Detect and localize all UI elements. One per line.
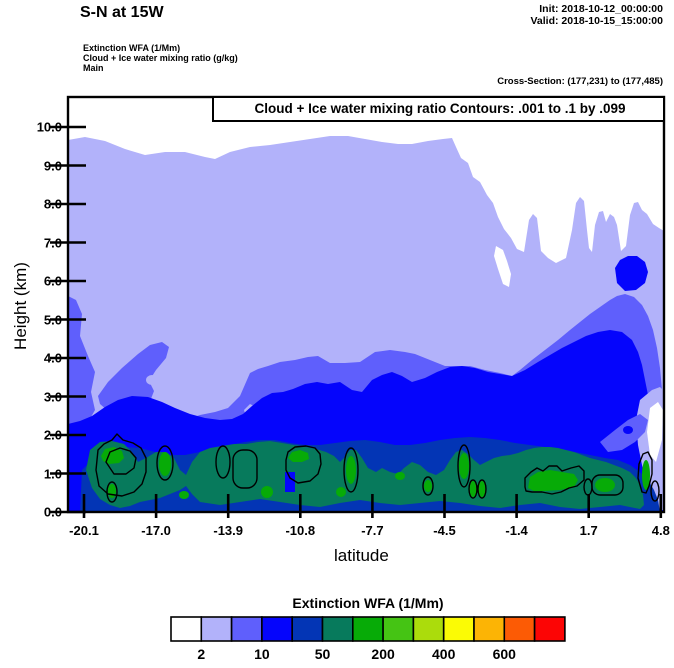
extinction-band-50-100-cores xyxy=(101,447,650,499)
x-tick-label: -1.4 xyxy=(505,523,528,538)
colorbar-swatch xyxy=(170,616,203,642)
x-tick-label: 1.7 xyxy=(579,523,598,538)
y-axis-ticks xyxy=(50,125,86,514)
x-tick-label: -17.0 xyxy=(141,523,171,538)
colorbar-boundary-label: 2 xyxy=(197,646,206,662)
x-axis-ticks xyxy=(82,494,663,518)
colorbar-swatch xyxy=(261,616,293,642)
x-tick-label: -7.7 xyxy=(361,523,384,538)
colorbar-boundary-label: 200 xyxy=(371,646,395,662)
y-tick-label: 4.0 xyxy=(43,350,62,366)
y-tick-label: 2.0 xyxy=(43,427,62,443)
y-tick-label: 10.0 xyxy=(36,119,62,135)
y-tick-label: 3.0 xyxy=(43,389,62,404)
colorbar-boundary-label: 50 xyxy=(314,646,331,662)
right-violet-streak xyxy=(600,414,648,452)
y-tick-label: 1.0 xyxy=(43,466,62,481)
colorbar-swatch xyxy=(230,616,263,642)
y-tick-label: 6.0 xyxy=(43,273,62,289)
x-tick-label: 4.8 xyxy=(651,523,670,538)
colorbar-swatch xyxy=(351,616,384,642)
valid-time-label: Valid: 2018-10-15_15:00:00 xyxy=(530,15,663,27)
x-tick-label: -13.9 xyxy=(213,523,243,538)
colorbar-title: Extinction WFA (1/Mm) xyxy=(292,595,444,611)
y-tick-label: 9.0 xyxy=(43,158,62,173)
elevated-blue-core xyxy=(615,256,648,291)
y-tick-label: 5.0 xyxy=(43,312,62,327)
colorbar-swatch xyxy=(503,616,536,642)
cloud-mixing-ratio-contours xyxy=(95,433,660,503)
colorbar xyxy=(170,616,566,642)
colorbar-boundary-label: 10 xyxy=(254,646,270,662)
x-tick-label: -4.5 xyxy=(433,523,456,538)
colorbar-boundary-label: 600 xyxy=(492,646,516,662)
field-name-domain: Main xyxy=(83,63,104,73)
filled-contour-field xyxy=(68,97,664,512)
colorbar-swatch xyxy=(200,616,233,642)
field-name-extinction: Extinction WFA (1/Mm) xyxy=(83,43,181,53)
field-name-cloud-ice: Cloud + Ice water mixing ratio (g/kg) xyxy=(83,53,238,63)
extinction-band-20-50 xyxy=(86,441,644,509)
colorbar-swatch xyxy=(412,616,445,642)
colorbar-swatch xyxy=(382,616,415,642)
clear-air-finger xyxy=(494,246,511,287)
x-axis-label: latitude xyxy=(334,546,389,565)
y-tick-label: 8.0 xyxy=(43,196,62,212)
cross-section-label: Cross-Section: (177,231) to (177,485) xyxy=(497,76,663,87)
colorbar-swatch xyxy=(533,616,566,642)
x-tick-label: -10.8 xyxy=(285,523,316,538)
colorbar-swatch xyxy=(291,616,324,642)
colorbar-swatch xyxy=(473,616,506,642)
colorbar-swatch xyxy=(321,616,354,642)
contour-title: Cloud + Ice water mixing ratio Contours:… xyxy=(254,101,626,116)
x-tick-label: -20.1 xyxy=(69,523,99,538)
y-axis-label: Height (km) xyxy=(11,262,30,350)
colorbar-boundary-label: 400 xyxy=(432,646,456,662)
blue-slot xyxy=(285,472,295,492)
y-tick-label: 7.0 xyxy=(43,235,62,250)
init-time-label: Init: 2018-10-12_00:00:00 xyxy=(539,3,663,15)
right-edge-clear-column xyxy=(647,402,663,462)
band-hole xyxy=(146,375,158,385)
contour-title-box xyxy=(212,96,665,122)
blue-dot xyxy=(623,426,633,434)
page-title: S-N at 15W xyxy=(80,4,164,21)
y-tick-label: 0.0 xyxy=(43,504,62,520)
extinction-band-2-5-left-arm xyxy=(98,342,169,415)
colorbar-swatch xyxy=(442,616,475,642)
